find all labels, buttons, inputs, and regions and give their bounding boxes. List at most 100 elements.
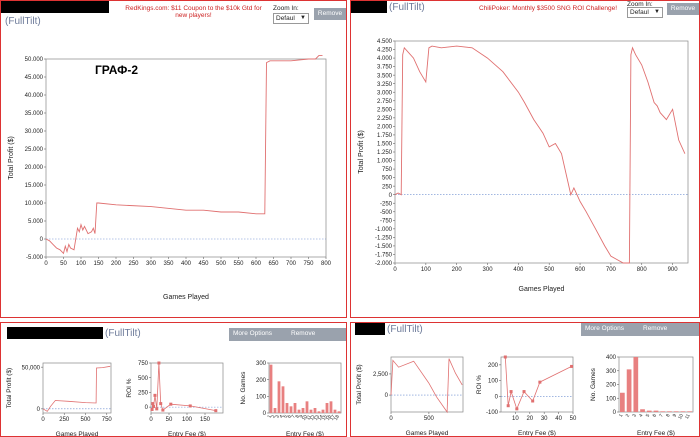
zoom-select[interactable]: Defaul ▼ [627,7,663,18]
x-axis-label: Entry Fee ($) [286,431,324,437]
bar [289,406,293,413]
bar [660,411,666,412]
bar [305,401,309,413]
x-tick-label: 2 [270,414,277,420]
remove-button[interactable]: Remove [291,330,316,337]
chevron-down-icon: ▼ [300,15,306,21]
remove-button[interactable]: Remove [643,325,668,332]
x-tick-label: 40 [555,416,562,422]
y-tick-label: 4.500 [377,39,393,45]
y-axis-label: Total Profit ($) [6,368,13,408]
y-tick-label: 5.000 [28,219,44,225]
y-axis-label: Total Profit ($) [356,364,363,404]
plot-frame [268,362,342,414]
x-tick-label: 9 [672,413,679,419]
bar [329,401,333,413]
y-tick-label: 2,500 [373,372,389,378]
left-mini-profit-chart: 0 50,000 0 250 500 750 Games Played Total Profi… [6,362,112,436]
x-tick-label: 0 [149,417,153,423]
bar [337,411,341,413]
left-mini-roi-chart: 0 250 500 750 0 50 100 150 Entry Fee ($) ROI % [126,361,224,436]
data-point [522,390,526,394]
promo-link[interactable]: ChiliPoker: Monthly $3500 SNG ROI Challe… [478,5,617,12]
x-tick-label: 16 [325,414,333,422]
y-tick-label: 300 [256,361,267,367]
bar [626,369,632,412]
zoom-select[interactable]: Defaul ▼ [273,13,309,24]
bar [633,357,639,412]
bar [325,403,329,413]
bar [309,409,313,413]
y-tick-label: 500 [138,376,149,382]
site-label: (FullTilt) [105,328,141,339]
x-tick-label: 50 [60,261,67,267]
remove-button[interactable]: Remove [314,8,346,20]
x-tick-label: 3 [274,414,281,420]
plot-frame [394,40,689,264]
right-main-panel: (FullTilt) ChiliPoker: Monthly $3500 SNG… [350,0,700,318]
bar [667,411,672,412]
x-tick-label: 800 [637,267,648,273]
x-tick-label: 4 [638,413,645,419]
y-tick-label: -250 [380,201,393,207]
x-axis-label: Entry Fee ($) [518,430,556,437]
plot-frame [42,362,112,414]
right-mini-profit-chart: 0 2,500 0 500 Games Played Total Profit ($) [356,356,464,436]
x-tick-label: 750 [303,261,314,267]
y-axis-label: Total Profit ($) [358,130,365,174]
right-mini-games-chart: 0 100 200 300 400 1 2 3 4 5 6 7 8 9 10 11 Entry Fee ($) N… [590,355,694,436]
y-tick-label: 0 [389,193,393,199]
promo-line-1: RedKings.com: $11 Coupon to the $10k Gtd… [125,5,262,12]
bar [680,411,686,412]
y-tick-label: 1.250 [377,150,393,156]
data-point [161,408,165,412]
x-tick-label: 150 [93,261,104,267]
site-label: (FullTilt) [389,2,425,13]
y-tick-label: 1.500 [377,142,393,148]
zoom-label: Zoom In: [627,1,653,8]
x-tick-label: 14 [317,414,325,422]
right-summary-panel: (FullTilt) More Options Remove 0 2,500 0 50… [350,322,700,437]
site-label: (FullTilt) [5,16,41,27]
x-tick-label: 100 [421,267,432,273]
x-tick-label: 400 [513,267,524,273]
x-tick-label: 5 [645,413,652,419]
x-tick-label: 17 [329,414,337,422]
redacted-block [7,327,103,339]
x-tick-label: 100 [182,417,193,423]
promo-link[interactable]: RedKings.com: $11 Coupon to the $10k Gtd… [121,5,266,19]
data-point [515,407,519,411]
bar [321,409,325,413]
x-tick-label: 10 [301,414,309,422]
x-tick-label: 600 [251,261,262,267]
y-tick-label: 250 [138,391,149,397]
x-tick-label: 0 [389,416,393,422]
remove-button[interactable]: Remove [667,3,699,15]
x-tick-label: 13 [313,414,321,422]
data-point [531,399,535,403]
y-tick-label: 2.000 [377,124,393,130]
x-tick-label: 9 [298,414,305,420]
y-tick-label: 200 [488,363,499,369]
y-tick-label: 1.750 [377,133,393,139]
data-point [157,361,161,365]
bar [673,411,679,412]
bar [646,410,652,412]
x-tick-label: 50 [570,416,577,422]
more-options-button[interactable]: More Options [233,330,273,337]
y-tick-label: 40.000 [25,93,44,99]
y-tick-label: 45.000 [25,75,44,81]
redacted-block [355,323,385,335]
y-axis-label: No. Games [240,371,247,405]
x-tick-label: 250 [59,417,70,423]
x-tick-label: 0 [41,417,45,423]
bar [333,409,337,413]
y-tick-label: 2.250 [377,116,393,122]
zoom-label: Zoom In: [273,5,299,12]
more-options-button[interactable]: More Options [585,325,625,332]
x-axis-label: Games Played [163,294,209,301]
data-point [151,402,155,406]
series-line [504,356,572,411]
data-point [188,404,192,408]
bar [273,408,277,413]
